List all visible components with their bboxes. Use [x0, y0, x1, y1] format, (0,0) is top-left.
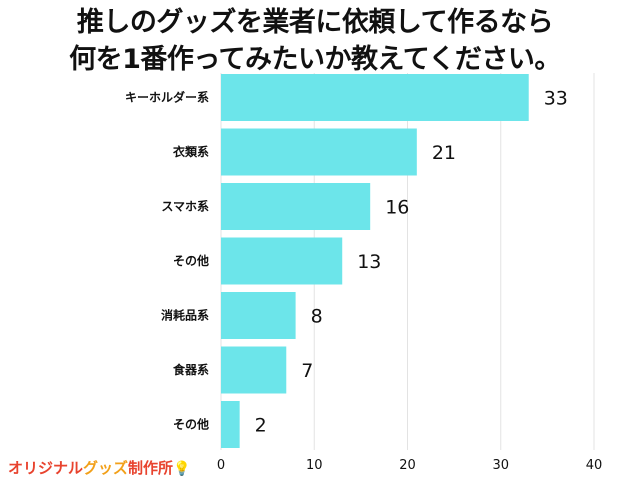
logo-text-goods: グッズ: [83, 459, 129, 477]
x-tick-label-0: 0: [217, 458, 225, 473]
chart-title-line1: 推しのグッズを業者に依頼して作るなら: [76, 7, 554, 38]
x-tick-label-30: 30: [492, 458, 509, 473]
logo-text-seisakusho: 制作所: [128, 459, 174, 477]
value-label-3: 13: [357, 251, 381, 273]
brand-logo: オリジナルグッズ制作所💡: [8, 458, 190, 479]
x-tick-label-10: 10: [306, 458, 323, 473]
bar-5: [221, 346, 287, 394]
labels: 0 10 20 30 40 キーホルダー系 33 衣類系 21 スマホ系 16 その他 13 消耗品系 8 食…: [125, 88, 602, 474]
x-tick-label-40: 40: [586, 458, 603, 473]
bars: [221, 74, 529, 448]
bar-4: [221, 292, 296, 339]
lightbulb-icon: 💡: [173, 461, 191, 477]
bar-6: [221, 401, 240, 448]
bar-1: [221, 128, 417, 176]
category-label-4: 消耗品系: [161, 308, 209, 323]
category-label-6: その他: [173, 417, 209, 432]
chart-title: 推しのグッズを業者に依頼して作るなら 何を1番作ってみたいか教えてください。: [0, 4, 630, 78]
category-label-5: 食器系: [172, 362, 209, 377]
value-label-6: 2: [255, 415, 267, 437]
x-tick-label-20: 20: [399, 458, 416, 473]
bar-3: [221, 237, 343, 285]
value-label-1: 21: [432, 142, 456, 164]
logo-text-original: オリジナル: [8, 459, 84, 477]
bar-2: [221, 183, 371, 230]
category-label-3: その他: [173, 253, 209, 268]
bar-0: [221, 74, 529, 121]
category-label-2: スマホ系: [161, 199, 209, 214]
value-label-0: 33: [544, 88, 568, 110]
chart-title-line2: 何を1番作ってみたいか教えてください。: [69, 44, 561, 75]
value-label-4: 8: [311, 306, 323, 328]
category-label-1: 衣類系: [173, 144, 209, 159]
value-label-2: 16: [385, 197, 409, 219]
value-label-5: 7: [301, 360, 313, 382]
category-label-0: キーホルダー系: [125, 90, 209, 105]
